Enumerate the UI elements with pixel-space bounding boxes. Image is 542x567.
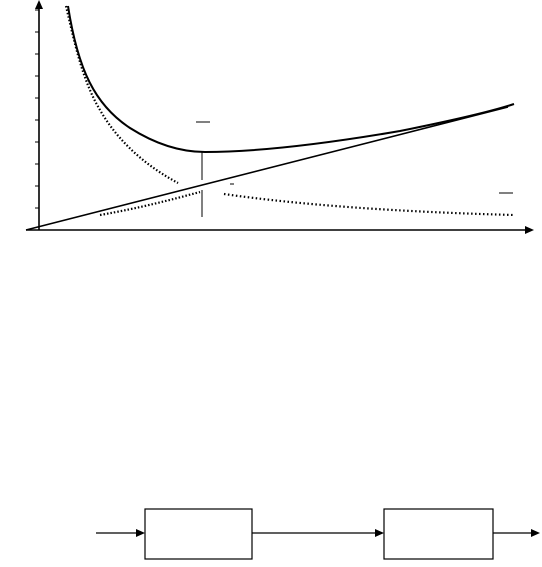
- dotted-along-linear: [99, 190, 201, 217]
- cost-chart: [25, 0, 534, 234]
- flow-box-first: [144, 508, 253, 560]
- total-u-curve: [67, 5, 515, 154]
- increasing-linear-line: [25, 106, 509, 231]
- y-axis-ticks: [35, 9, 39, 209]
- y-axis-arrow-icon: [35, 0, 43, 9]
- flow-box-second: [383, 508, 494, 560]
- middle-arrow-head-icon: [375, 529, 384, 537]
- input-arrow-head-icon: [136, 529, 145, 537]
- decreasing-dotted-curve-upper: [64, 5, 179, 184]
- output-arrow-head-icon: [531, 529, 540, 537]
- flow-diagram: [96, 508, 540, 560]
- decreasing-dotted-curve-lower: [223, 192, 515, 217]
- x-axis-arrow-icon: [525, 226, 534, 234]
